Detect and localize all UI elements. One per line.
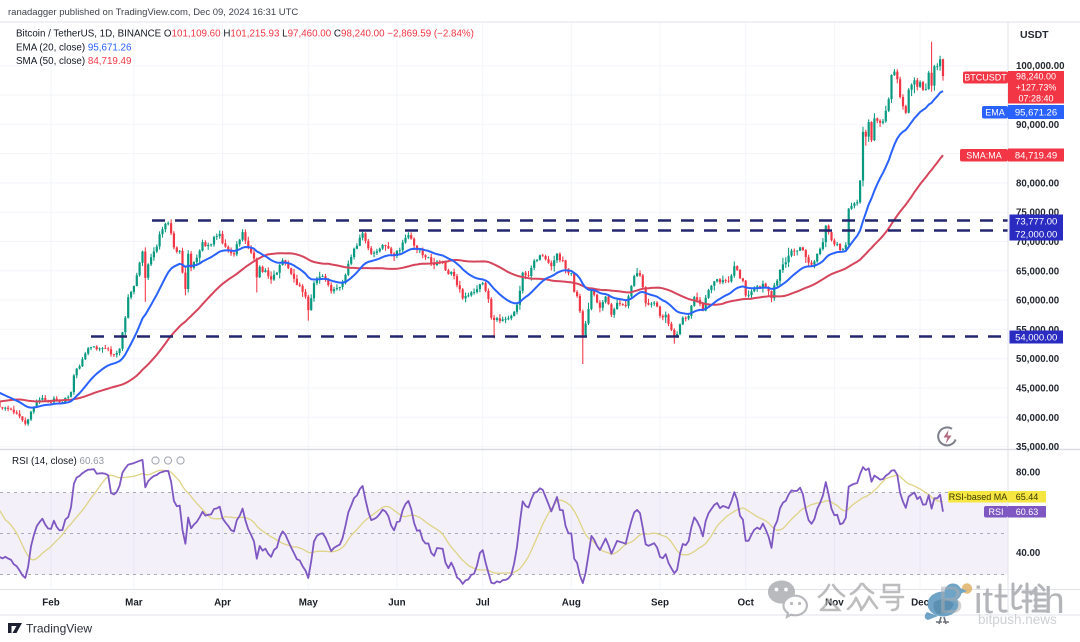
svg-text:07:28:40: 07:28:40: [1018, 93, 1053, 103]
svg-text:+127.73%: +127.73%: [1016, 83, 1057, 93]
svg-text:Sep: Sep: [651, 598, 669, 609]
svg-text:60.63: 60.63: [1016, 507, 1039, 517]
svg-text:Mar: Mar: [125, 598, 143, 609]
svg-text:55,000.00: 55,000.00: [1016, 325, 1059, 336]
svg-text:Nov: Nov: [825, 598, 844, 609]
svg-text:Dec: Dec: [911, 598, 930, 609]
svg-text:TradingView: TradingView: [26, 622, 92, 636]
svg-text:Bitcoin / TetherUS, 1D, BINANC: Bitcoin / TetherUS, 1D, BINANCE O101,109…: [16, 29, 474, 40]
svg-text:it: it: [974, 580, 993, 622]
svg-text:65.44: 65.44: [1016, 492, 1039, 502]
svg-text:Oct: Oct: [738, 598, 755, 609]
svg-text:RSI: RSI: [988, 507, 1003, 517]
svg-text:h: h: [1044, 580, 1065, 621]
svg-text:BTCUSDT: BTCUSDT: [964, 73, 1007, 83]
svg-text:Apr: Apr: [214, 598, 231, 609]
svg-text:45,000.00: 45,000.00: [1016, 384, 1059, 395]
svg-text:35,000.00: 35,000.00: [1016, 442, 1059, 453]
svg-text:40,000.00: 40,000.00: [1016, 413, 1059, 424]
svg-text:95,671.26: 95,671.26: [1015, 107, 1057, 118]
svg-text:RSI-based MA: RSI-based MA: [949, 492, 1008, 502]
svg-text:bitpush.news: bitpush.news: [978, 612, 1057, 627]
svg-text:May: May: [299, 598, 319, 609]
svg-text:EMA: EMA: [985, 108, 1005, 118]
svg-text:80.00: 80.00: [1016, 468, 1040, 479]
svg-text:80,000.00: 80,000.00: [1016, 178, 1059, 189]
svg-text:84,719.49: 84,719.49: [1015, 150, 1057, 161]
svg-text:40.00: 40.00: [1016, 548, 1040, 559]
svg-text:Jul: Jul: [476, 598, 490, 609]
svg-text:B: B: [938, 580, 963, 622]
svg-text:100,000.00: 100,000.00: [1016, 61, 1065, 72]
svg-text:60,000.00: 60,000.00: [1016, 296, 1059, 307]
svg-text:ranadagger published on Tradin: ranadagger published on TradingView.com,…: [8, 7, 298, 18]
svg-text:SMA:MA: SMA:MA: [966, 151, 1002, 161]
svg-text:72,000.00: 72,000.00: [1015, 229, 1057, 240]
svg-text:70,000.00: 70,000.00: [1016, 237, 1059, 248]
svg-text:75,000.00: 75,000.00: [1016, 208, 1059, 219]
svg-text:RSI (14, close) 60.63: RSI (14, close) 60.63: [12, 456, 105, 467]
svg-text:Jun: Jun: [388, 598, 405, 609]
svg-text:73,777.00: 73,777.00: [1015, 216, 1057, 227]
svg-text:90,000.00: 90,000.00: [1016, 120, 1059, 131]
svg-text:50,000.00: 50,000.00: [1016, 354, 1059, 365]
svg-text:EMA (20, close) 95,671.26: EMA (20, close) 95,671.26: [16, 43, 132, 54]
svg-text:Aug: Aug: [562, 598, 581, 609]
svg-text:USDT: USDT: [1020, 29, 1049, 41]
svg-text:SMA (50, close) 84,719.49: SMA (50, close) 84,719.49: [16, 56, 131, 67]
svg-text:65,000.00: 65,000.00: [1016, 266, 1059, 277]
svg-text:98,240.00: 98,240.00: [1016, 72, 1056, 82]
svg-text:Feb: Feb: [42, 598, 59, 609]
svg-text:54,000.00: 54,000.00: [1015, 332, 1057, 343]
